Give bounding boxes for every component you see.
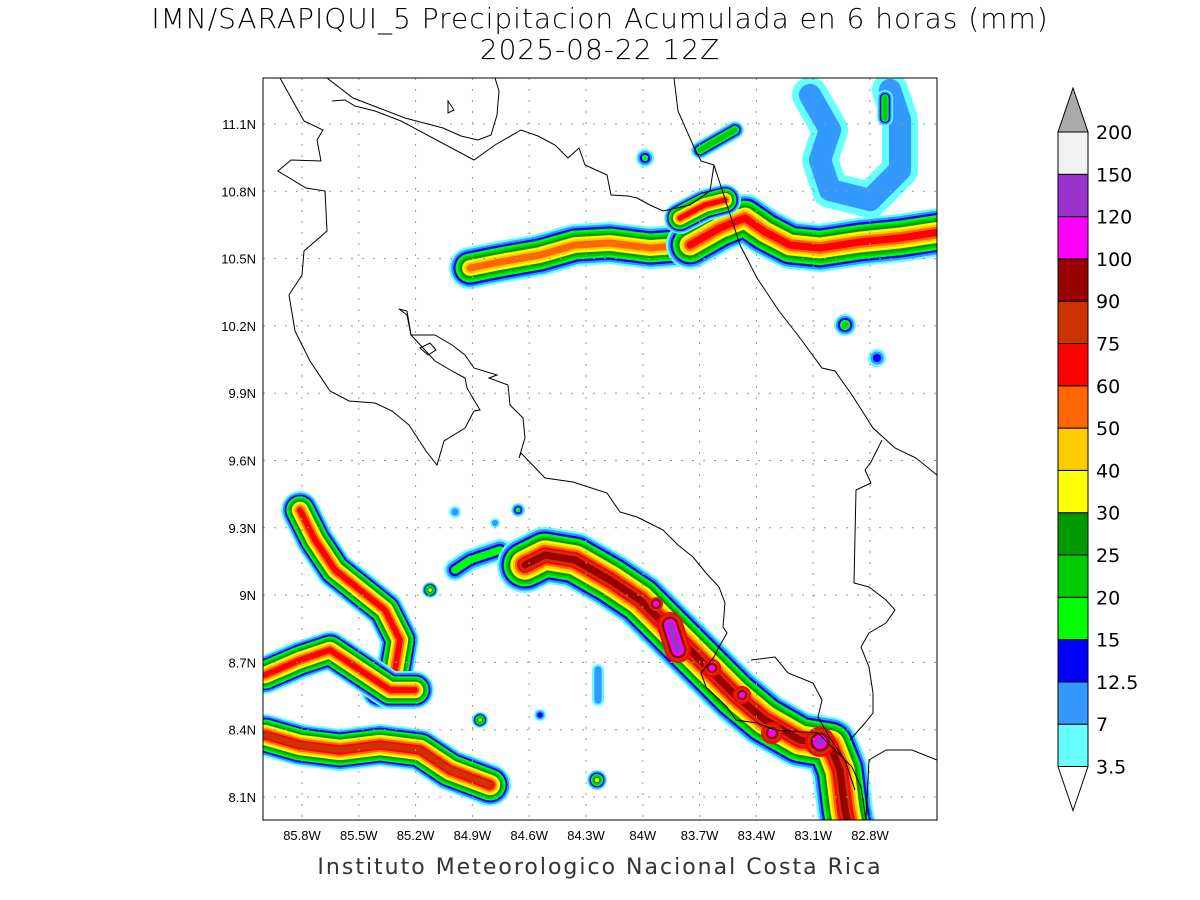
lon-tick-label: 84.6W bbox=[510, 828, 548, 843]
lon-tick-label: 83.1W bbox=[794, 828, 832, 843]
lake-islet bbox=[447, 99, 455, 114]
colorbar-swatch bbox=[1057, 512, 1089, 556]
lat-tick-label: 10.2N bbox=[221, 319, 256, 334]
precip-contour bbox=[263, 647, 418, 693]
island bbox=[419, 342, 437, 356]
colorbar-label: 100 bbox=[1096, 249, 1132, 271]
colorbar-label: 15 bbox=[1096, 630, 1120, 652]
colorbar-swatch bbox=[1057, 681, 1089, 725]
colorbar-label: 3.5 bbox=[1096, 757, 1126, 779]
colorbar-swatch bbox=[1057, 385, 1089, 429]
lon-tick-label: 85.8W bbox=[283, 828, 321, 843]
costa-rica-panama-border bbox=[750, 656, 856, 791]
precip-contour bbox=[499, 529, 874, 820]
axis-labels: 85.8W 85.5W 85.2W 84.9W 84.6W 84.3W 84W 83.7W 83… bbox=[221, 117, 889, 843]
precip-contour bbox=[505, 535, 867, 820]
precip-contour bbox=[517, 547, 856, 820]
colorbar-label: 60 bbox=[1096, 376, 1120, 398]
colorbar-swatch bbox=[1057, 639, 1089, 683]
colorbar-above-triangle bbox=[1057, 86, 1089, 133]
colorbar-label: 30 bbox=[1096, 503, 1120, 525]
lat-tick-label: 9.6N bbox=[229, 454, 256, 469]
precip-contour bbox=[666, 621, 682, 654]
lon-tick-label: 84.3W bbox=[567, 828, 605, 843]
precipitation-field bbox=[263, 78, 937, 820]
colorbar-swatch bbox=[1057, 343, 1089, 387]
lat-tick-label: 8.1N bbox=[229, 790, 256, 805]
panama-coastline-south bbox=[865, 749, 937, 820]
lat-tick-label: 8.7N bbox=[229, 655, 256, 670]
colorbar-label: 75 bbox=[1096, 334, 1120, 356]
lon-tick-label: 83.4W bbox=[738, 828, 776, 843]
lake-nicaragua-shore bbox=[326, 78, 500, 141]
precip-contour bbox=[697, 127, 738, 153]
colorbar-label: 50 bbox=[1096, 418, 1120, 440]
colorbar-swatch bbox=[1057, 173, 1089, 218]
lon-tick-label: 85.5W bbox=[340, 828, 378, 843]
precip-contour bbox=[451, 546, 504, 574]
precip-contour bbox=[521, 551, 851, 820]
colorbar-swatch bbox=[1057, 300, 1089, 345]
colorbar-label: 90 bbox=[1096, 291, 1120, 313]
colorbar-swatch bbox=[1057, 469, 1089, 514]
lat-tick-label: 10.8N bbox=[221, 184, 256, 199]
colorbar-label: 150 bbox=[1096, 164, 1132, 186]
precip-contour bbox=[514, 544, 858, 820]
precip-contour bbox=[263, 732, 493, 788]
precip-contour bbox=[501, 531, 872, 820]
lat-tick-label: 10.5N bbox=[221, 252, 256, 267]
chart-title: IMN/SARAPIQUI_5 Precipitacion Acumulada … bbox=[151, 2, 1049, 35]
colorbar-swatch bbox=[1057, 596, 1089, 641]
colorbar-swatch bbox=[1057, 554, 1089, 598]
coastlines bbox=[277, 78, 937, 820]
footer-credit: Instituto Meteorologico Nacional Costa R… bbox=[317, 855, 883, 880]
precip-contour bbox=[466, 239, 694, 272]
colorbar-label: 20 bbox=[1096, 587, 1120, 609]
colorbar-swatch bbox=[1057, 723, 1089, 768]
lon-tick-label: 82.8W bbox=[851, 828, 889, 843]
precip-contour bbox=[508, 538, 865, 820]
colorbar-below-triangle bbox=[1057, 766, 1089, 813]
colorbar-swatch bbox=[1057, 427, 1089, 471]
colorbar-label: 40 bbox=[1096, 460, 1120, 482]
precip-contour bbox=[497, 527, 876, 820]
precip-contour bbox=[798, 78, 912, 212]
lat-tick-label: 9N bbox=[239, 588, 256, 603]
lat-tick-label: 11.1N bbox=[222, 117, 256, 132]
caribbean-coastline bbox=[673, 78, 937, 476]
lon-tick-label: 84.9W bbox=[454, 828, 492, 843]
lat-tick-label: 8.4N bbox=[229, 723, 256, 738]
lon-tick-label: 85.2W bbox=[397, 828, 435, 843]
lat-lon-grid bbox=[263, 78, 937, 820]
precip-contour bbox=[510, 540, 862, 820]
precip-contour bbox=[686, 214, 937, 252]
colorbar-label: 200 bbox=[1096, 122, 1132, 144]
nicaragua-border bbox=[331, 99, 715, 212]
precip-contour bbox=[512, 542, 860, 820]
chart-subtitle-datetime: 2025-08-22 12Z bbox=[479, 33, 721, 66]
colorbar-swatch bbox=[1057, 258, 1089, 302]
precip-contour bbox=[503, 533, 869, 820]
plot-frame bbox=[262, 77, 938, 821]
colorbar-legend: 3.5 7 12.5 15 20 25 30 40 50 60 75 90 100 120 150 200 bbox=[1057, 86, 1138, 813]
pacific-coastline bbox=[277, 78, 481, 467]
precip-contour bbox=[677, 197, 728, 221]
lon-tick-label: 83.7W bbox=[681, 828, 719, 843]
lat-tick-label: 9.3N bbox=[229, 521, 256, 536]
lat-tick-label: 9.9N bbox=[229, 386, 256, 401]
colorbar-label: 25 bbox=[1096, 545, 1120, 567]
panama-coastline bbox=[849, 439, 896, 741]
gulf-of-nicoya-shore bbox=[398, 308, 867, 820]
colorbar-swatch bbox=[1057, 131, 1089, 175]
precip-contour bbox=[297, 507, 403, 693]
colorbar-label: 120 bbox=[1096, 207, 1132, 229]
precip-contour bbox=[519, 549, 853, 820]
colorbar-swatch bbox=[1057, 216, 1089, 260]
lon-tick-label: 84W bbox=[629, 828, 656, 843]
colorbar-label: 7 bbox=[1096, 714, 1108, 736]
colorbar-label: 12.5 bbox=[1096, 672, 1138, 694]
